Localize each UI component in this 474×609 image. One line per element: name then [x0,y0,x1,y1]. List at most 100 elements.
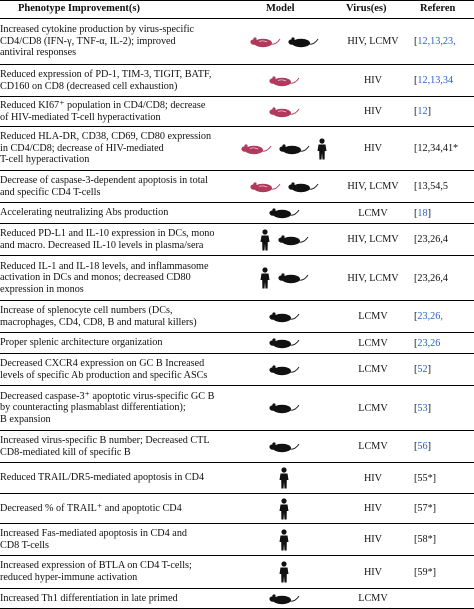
phenotype-line: Reduced KI67⁺ population in CD4/CD8; dec… [0,99,206,111]
ref-link[interactable]: 53 [417,402,428,414]
virus-cell: HIV [363,566,383,578]
ref-link[interactable]: 18 [417,207,428,219]
phenotype-line: CD4/CD8 (IFN-γ, TNF-α, IL-2); improved [0,35,176,47]
phenotype-line: Proper splenic architecture organization [0,337,163,349]
table-header: Phenotype Improvement(s) Model Virus(es)… [0,0,474,19]
references-cell: [18] [414,203,474,223]
human-icon [260,267,270,289]
ref-text: [12,34,41* [414,143,459,154]
human-icon [279,528,289,550]
model-cell [236,556,332,588]
phenotype-line: expression in monos [0,283,84,295]
model-cell [236,301,332,332]
phenotype-line: Increased expression of BTLA on CD4 T-ce… [0,560,192,572]
ref-link[interactable]: 12,13,34 [417,75,454,86]
table-row: Increased cytokine production by virus-s… [0,19,474,65]
model-cell [236,65,332,96]
ref-link[interactable]: 56 [417,441,428,452]
ref-text: [ [414,402,418,414]
phenotype-line: CD160 on CD8 (decreased cell exhaustion) [0,80,178,92]
model-cell [236,171,332,202]
phenotype-line: Decreased CXCR4 expression on GC B Incre… [0,357,205,369]
phenotype-line: Increased cytokine production by virus-s… [0,24,195,36]
mouse-icon [269,403,300,414]
ref-link[interactable]: 23,26 [417,337,441,349]
mouse-icon [269,311,300,322]
table-row: Increased Th1 differentiation in late pr… [0,589,474,609]
model-cell [236,354,332,385]
table-row: Reduced HLA-DR, CD38, CD69, CD80 express… [0,127,474,171]
model-cell [236,431,332,462]
phenotype-line: Decreased caspase-3⁺ apoptotic virus-spe… [0,390,215,402]
references-cell: [23,26 [414,333,474,353]
virus-cell: HIV [363,534,383,545]
phenotype-cell: Reduced KI67⁺ population in CD4/CD8; dec… [0,97,234,126]
virus-cell: HIV [363,143,383,154]
virus-cell: LCMV [358,402,388,414]
table-body: Increased cytokine production by virus-s… [0,19,474,609]
references-cell: [23,26,4 [414,224,474,255]
human-icon [260,228,270,250]
mouse-icon [269,208,300,219]
ref-link[interactable]: 52 [417,364,428,375]
phenotype-cell: Increased Th1 differentiation in late pr… [0,589,234,608]
ref-text: [ [414,311,418,322]
human-icon [317,137,327,159]
mouse-icon [269,364,300,375]
ref-text: ] [427,106,431,117]
phenotype-line: and specific CD4 T-cells [0,186,101,198]
virus-cell: LCMV [358,337,388,349]
references-cell: [56] [414,431,474,462]
mouse-icon [269,441,300,452]
table-row: Increased expression of BTLA on CD4 T-ce… [0,556,474,589]
phenotype-line: Increased Fas-mediated apoptosis in CD4 … [0,527,188,539]
human-icon [279,561,289,583]
mouse-icon [269,338,300,349]
phenotype-line: Reduced IL-1 and IL-18 levels, and infla… [0,260,209,272]
table-row: Reduced KI67⁺ population in CD4/CD8; dec… [0,97,474,127]
references-cell: [52] [414,354,474,385]
table-row: Proper splenic architecture organization… [0,333,474,354]
references-cell: [58*] [414,524,474,555]
phenotype-cell: Increased cytokine production by virus-s… [0,19,234,64]
mouse-icon [288,181,319,192]
table-row: Reduced expression of PD-1, TIM-3, TIGIT… [0,65,474,97]
ref-text: [13,54,5 [414,181,448,192]
phenotype-line: antiviral responses [0,47,77,59]
phenotype-cell: Reduced expression of PD-1, TIM-3, TIGIT… [0,65,234,96]
phenotype-cell: Accelerating neutralizing Abs production [0,203,234,223]
header-model: Model [266,3,295,14]
phenotype-line: Decreased % of TRAIL⁺ and apoptotic CD4 [0,502,182,514]
phenotype-line: of HIV-mediated T-cell hyperactivation [0,111,161,123]
table-row: Decreased CXCR4 expression on GC B Incre… [0,354,474,386]
ref-text: [23,26,4 [414,272,448,284]
mouse-icon [269,593,300,604]
ref-link[interactable]: 12 [417,106,428,117]
ref-link[interactable]: 23,26, [417,311,443,322]
virus-cell: LCMV [358,593,388,604]
phenotype-line: Reduced expression of PD-1, TIM-3, TIGIT… [0,68,212,80]
model-cell [236,203,332,223]
mouse-icon [278,234,309,245]
references-cell: [57*] [414,494,474,523]
phenotype-line: Reduced PD-L1 and IL-10 expression in DC… [0,227,215,239]
mouse-icon [241,143,272,154]
phenotype-line: CD8 T-cells [0,539,49,551]
model-cell [236,463,332,493]
model-cell [236,97,332,126]
phenotype-cell: Reduced TRAIL/DR5-mediated apoptosis in … [0,463,234,493]
virus-cell: HIV [363,503,383,514]
ref-text: ] [427,364,431,375]
phenotype-line: Reduced TRAIL/DR5-mediated apoptosis in … [0,472,205,484]
model-cell [236,256,332,300]
references-cell: [12,13,34 [414,65,474,96]
references-cell: [23,26,4 [414,256,474,300]
ref-text: [59*] [414,566,437,578]
ref-text: [ [414,441,418,452]
phenotype-cell: Decrease of caspase-3-dependent apoptosi… [0,171,234,202]
phenotype-line: B expansion [0,413,51,425]
references-cell: [55*] [414,463,474,493]
phenotype-cell: Reduced HLA-DR, CD38, CD69, CD80 express… [0,127,234,170]
ref-link[interactable]: 12,13,23, [417,36,456,47]
